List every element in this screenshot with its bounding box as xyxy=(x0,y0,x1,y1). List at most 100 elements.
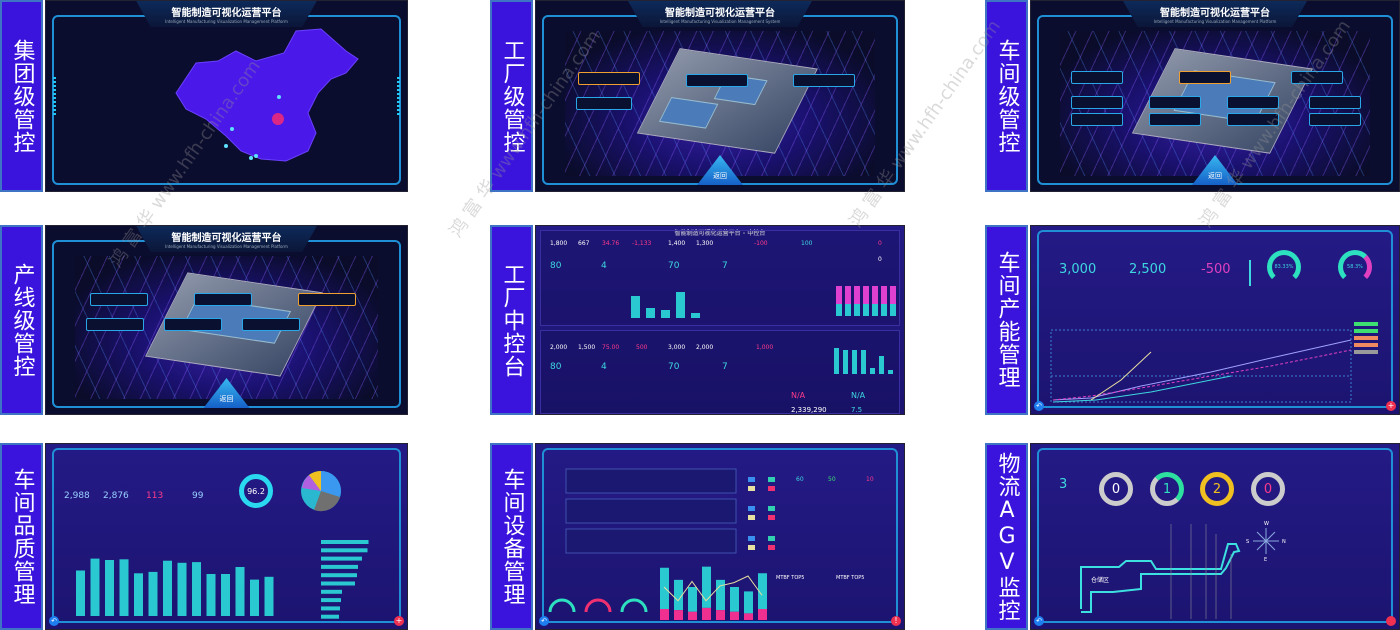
actual-output: 2,500 xyxy=(1129,262,1167,277)
title-text: 智能制造可视化运营平台 xyxy=(665,8,775,19)
cell-equipment[interactable]: 车间设备管理 60 50 10 MTBF TOP5 MTBF TOP5 ↶! xyxy=(490,443,905,630)
na-value: N/A xyxy=(851,391,866,400)
bar xyxy=(702,566,711,608)
bar xyxy=(890,286,896,304)
agv-route xyxy=(1080,543,1241,613)
pass-rate: 96.2 xyxy=(247,486,265,496)
mtbf-title: MTBF TOP5 xyxy=(776,575,805,581)
add-icon[interactable]: + xyxy=(1386,401,1396,411)
bar xyxy=(872,286,878,304)
cell-workshop-control[interactable]: 车间级管控 智能制造可视化运营平台 Intelligent Manufacturi… xyxy=(985,0,1400,192)
cell-factory-console[interactable]: 工厂中控台 智能制造可视化运营平台 - 中控台 1,800 667 34.76 … xyxy=(490,225,905,415)
bar xyxy=(854,304,860,316)
series-line xyxy=(1090,351,1152,401)
bar xyxy=(881,286,887,304)
ring-value: 0 xyxy=(1263,481,1273,497)
line-button[interactable] xyxy=(1071,96,1123,109)
gauge-2: 58.3% xyxy=(1338,250,1372,284)
bar xyxy=(90,558,100,616)
label-text: 车间级管控 xyxy=(994,38,1020,154)
alert-icon[interactable]: ! xyxy=(891,616,901,626)
bar xyxy=(836,286,842,304)
bar xyxy=(688,587,697,612)
station-button[interactable] xyxy=(242,318,300,331)
bar xyxy=(758,573,767,609)
status-ring-running: 1 xyxy=(1150,472,1184,506)
bar xyxy=(702,607,711,620)
workshop-button-1[interactable] xyxy=(578,72,640,85)
line-button[interactable] xyxy=(1227,96,1279,109)
title-text: 智能制造可视化运营平台 xyxy=(1160,8,1270,19)
workshop-button-2[interactable] xyxy=(686,74,748,87)
station-button[interactable] xyxy=(90,293,148,306)
bar xyxy=(660,567,669,609)
stat: 1,300 xyxy=(696,240,714,247)
bar xyxy=(852,350,857,374)
cell-label: 车间级管控 xyxy=(985,0,1028,192)
back-icon[interactable]: ↶ xyxy=(539,616,549,626)
line-button[interactable] xyxy=(1291,71,1343,84)
stat: 3,000 xyxy=(668,344,686,351)
subtitle-text: Intelligent Manufacturing Visualization … xyxy=(1153,19,1277,24)
gauge xyxy=(584,598,612,613)
workshop-button-4[interactable] xyxy=(576,97,632,110)
subtitle-text: Intelligent Manufacturing Visualization … xyxy=(165,19,288,24)
bar xyxy=(691,313,700,318)
cell-agv[interactable]: 物流AGV监控 3 0 1 2 0 W E S N 仓储区 ↶ xyxy=(985,443,1400,630)
agv-route-map: W E S N xyxy=(1080,521,1286,619)
mtbf-title: MTBF TOP5 xyxy=(836,575,865,581)
bar xyxy=(744,591,753,614)
line-button[interactable] xyxy=(1309,113,1361,126)
frame-ticks xyxy=(53,77,56,117)
add-icon[interactable]: + xyxy=(394,616,404,626)
bar xyxy=(631,296,640,318)
rework-count: 99 xyxy=(192,491,204,501)
panel-title: 智能制造可视化运营平台 Intelligent Manufacturing Vis… xyxy=(136,1,317,27)
station-button[interactable] xyxy=(86,318,144,331)
back-icon[interactable]: ↶ xyxy=(1034,616,1044,626)
agv-total: 3 xyxy=(1059,477,1068,492)
station-button[interactable] xyxy=(164,318,222,331)
station-button[interactable] xyxy=(298,293,356,306)
bar xyxy=(235,567,245,616)
alert-icon[interactable] xyxy=(1386,616,1396,626)
frame-ticks xyxy=(397,77,400,117)
line-button[interactable] xyxy=(1071,71,1123,84)
bar xyxy=(730,587,739,612)
label-text: 车间产能管理 xyxy=(994,251,1020,389)
bar xyxy=(854,286,860,304)
cell-group-control[interactable]: 集团级管控 智能制造可视化运营平台 Intelligent Manufacturi… xyxy=(0,0,408,192)
cell-line-control[interactable]: 产线级管控 智能制造可视化运营平台 Intelligent Manufacturi… xyxy=(0,225,408,415)
cell-capacity[interactable]: 车间产能管理 3,000 2,500 -500 83.33% 58.3% ↶ + xyxy=(985,225,1400,415)
bar xyxy=(863,304,869,316)
station-button[interactable] xyxy=(194,293,252,306)
kpi: 7 xyxy=(722,362,728,372)
cell-label: 工厂中控台 xyxy=(490,225,533,415)
line-button[interactable] xyxy=(1071,113,1123,126)
bar xyxy=(758,609,767,620)
bar xyxy=(250,579,259,616)
line-button[interactable] xyxy=(1227,113,1279,126)
cell-factory-control[interactable]: 工厂级管控 智能制造可视化运营平台 Intelligent Manufacturi… xyxy=(490,0,905,192)
back-icon[interactable]: ↶ xyxy=(49,616,59,626)
cell-quality[interactable]: 车间品质管理 2,988 2,876 113 99 96.2 ↶ + xyxy=(0,443,408,630)
kpi: 80 xyxy=(550,261,562,271)
area-label: 仓储区 xyxy=(1091,577,1110,584)
line-button[interactable] xyxy=(1309,96,1361,109)
line-diagram xyxy=(565,528,737,554)
line-button[interactable] xyxy=(1179,71,1231,84)
passed-count: 2,876 xyxy=(103,491,129,501)
line-button[interactable] xyxy=(1149,96,1201,109)
compass-icon xyxy=(1253,528,1279,554)
back-icon[interactable]: ↶ xyxy=(1034,401,1044,411)
line-button[interactable] xyxy=(1149,113,1201,126)
label-text: 工厂中控台 xyxy=(499,262,525,378)
workshop-button-3[interactable] xyxy=(793,74,855,87)
bar xyxy=(688,611,697,620)
panel-title: 智能制造可视化运营平台 Intelligent Manufacturing Vis… xyxy=(1123,1,1307,27)
bar xyxy=(177,562,187,616)
stat: 34.76 xyxy=(602,240,620,247)
gauge-value: 58.3% xyxy=(1347,264,1363,270)
cell-label: 产线级管控 xyxy=(0,225,43,415)
kpi: 4 xyxy=(601,362,607,372)
